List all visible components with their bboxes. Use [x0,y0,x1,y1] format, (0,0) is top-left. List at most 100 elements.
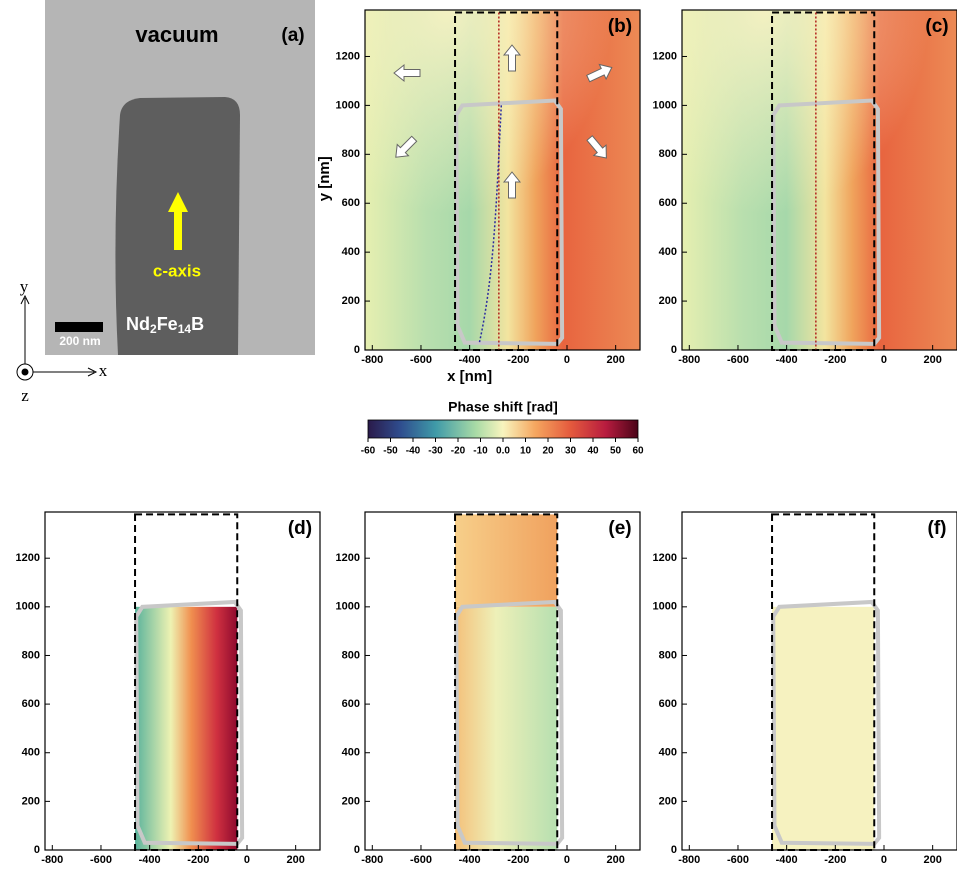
panel: -800 -600 -400 -200 0 200 0 200 400 600 800 1000 120… [653,511,957,866]
scale-label: 200 nm [59,334,100,348]
y-tick-label: 1000 [16,601,40,613]
plot-frame [681,511,957,851]
sample-outline [454,98,565,346]
colorbar-tick-label: 50 [610,446,622,457]
material-part: Fe [157,314,178,334]
panel-label: (c) [925,16,948,37]
y-tick-label: 400 [659,747,677,759]
phase-map [455,514,558,607]
y-tick-label: 400 [342,747,360,759]
x-tick-label: -400 [459,354,481,366]
plot-frame [364,9,641,351]
x-tick-label: 200 [923,854,941,866]
x-tick-label: -400 [776,354,798,366]
y-tick-label: 1200 [653,50,677,62]
material-part: Nd [126,314,150,334]
colorbar-tick-label: 0.0 [496,446,510,457]
x-tick-label: -200 [507,354,529,366]
field-arrow [393,63,421,83]
colorbar-tick-label: -40 [406,446,421,457]
panel: -800 -600 -400 -200 0 200 0 200 400 600 800 1000 120… [653,9,957,366]
z-dot [21,368,29,376]
panel: -800 -600 -400 -200 0 200 0 200 400 600 800 1000 120… [336,511,641,866]
colorbar: Phase shift [rad] -60 -50 -40 -30 -20 -10 0.0 1… [361,399,644,457]
y-tick-label: 1000 [336,601,360,613]
x-tick-label: -600 [410,354,432,366]
y-tick-label: 800 [659,649,677,661]
y-tick-label: 1200 [16,552,40,564]
sample-outline [771,98,882,346]
x-tick-label: 0 [564,354,570,366]
colorbar-tick-label: -30 [428,446,443,457]
arrowhead [20,294,30,305]
panel-label: (b) [608,16,632,37]
x-tick-label: -600 [727,354,749,366]
panel-a: vacuum (a) c-axis 200 nm Nd2Fe14B [45,0,315,355]
field-arrow [586,135,607,159]
y-tick-label: 600 [342,698,360,710]
panel: -800 -600 -400 -200 0 200 0 200 400 600 800 1000 120… [316,9,641,385]
x-tick-label: 200 [606,854,624,866]
x-tick-label: -200 [507,854,529,866]
flux-line [478,105,503,343]
y-tick-label: 0 [34,844,40,856]
colorbar-tick-label: 10 [520,446,532,457]
x-tick-label: -400 [139,854,161,866]
vacuum-label: vacuum [135,22,218,47]
x-tick-label: 200 [286,854,304,866]
material-part: 2 [150,322,157,336]
coord-label: x [99,361,108,380]
coordinates: y x z [16,277,108,405]
y-tick-label: 1000 [653,99,677,111]
material-part: B [191,314,204,334]
x-tick-label: -800 [361,354,383,366]
x-tick-label: -800 [678,854,700,866]
y-tick-label: 0 [671,844,677,856]
y-tick-label: 600 [659,197,677,209]
field-arrow [502,171,522,199]
y-tick-label: 600 [22,698,40,710]
x-tick-label: 200 [606,354,624,366]
sample-outline [134,599,245,846]
colorbar-tick-label: 60 [632,446,644,457]
y-tick-label: 200 [659,295,677,307]
panel-label: (d) [288,518,312,539]
x-tick-label: 0 [244,854,250,866]
x-tick-label: 0 [564,854,570,866]
coord-label: y [20,277,29,296]
y-tick-label: 600 [342,197,360,209]
y-tick-label: 1000 [653,601,677,613]
colorbar-tick-label: -10 [473,446,488,457]
material: Nd2Fe14B [126,314,204,336]
colorbar-title: Phase shift [rad] [448,399,558,415]
colorbar-tick-label: 30 [565,446,577,457]
arrowhead [87,367,98,377]
plot-frame [681,9,957,351]
y-tick-label: 200 [22,795,40,807]
x-tick-label: -600 [727,854,749,866]
plots: -800 -600 -400 -200 0 20002004006008001000120… [16,9,957,866]
x-tick-label: -200 [187,854,209,866]
x-tick-label: -800 [41,854,63,866]
y-tick-label: 200 [342,295,360,307]
y-tick-label: 800 [659,148,677,160]
field-arrow [502,44,522,72]
x-axis-title: x [nm] [447,368,492,385]
phase-map-overlay [365,10,640,350]
y-tick-label: 0 [671,344,677,356]
x-tick-label: 0 [881,854,887,866]
phase-map-overlay [682,10,957,350]
x-tick-label: -600 [90,854,112,866]
plot-frame [44,511,321,851]
x-tick-label: -800 [678,354,700,366]
y-tick-label: 600 [659,698,677,710]
y-tick-label: 200 [342,795,360,807]
sample-outline [771,599,882,846]
x-tick-label: -200 [824,354,846,366]
y-tick-label: 800 [342,148,360,160]
x-tick-label: 0 [881,354,887,366]
y-axis-title: y [nm] [316,156,333,201]
y-tick-label: 1200 [653,552,677,564]
arrow [168,192,188,250]
colorbar-tick-label: 20 [542,446,554,457]
